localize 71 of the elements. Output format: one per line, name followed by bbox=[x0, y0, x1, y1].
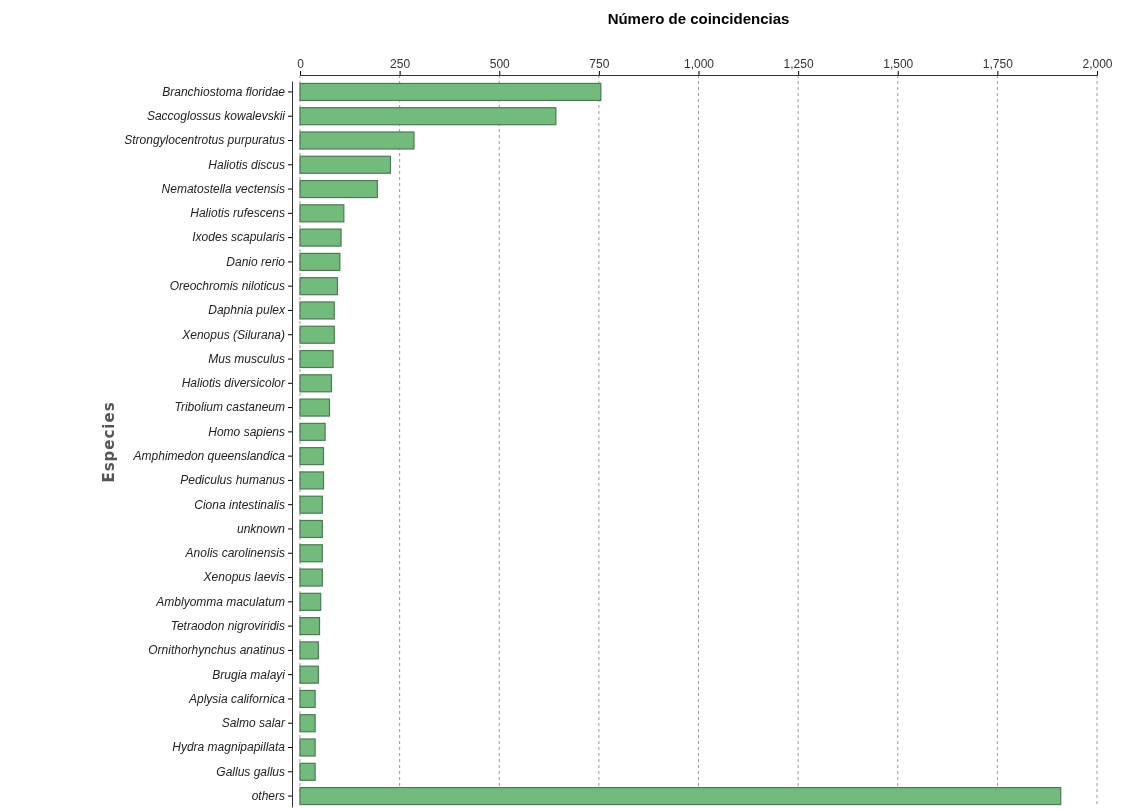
y-tick-label: Mus musculus bbox=[208, 351, 285, 366]
bar bbox=[299, 107, 557, 126]
y-tick-label: Ciona intestinalis bbox=[194, 497, 285, 512]
x-tick-label: 0 bbox=[297, 57, 305, 71]
y-tick-label: Strongylocentrotus purpuratus bbox=[124, 133, 285, 148]
y-axis-title: Especies bbox=[100, 401, 119, 483]
y-tick-label: Aplysia californica bbox=[187, 691, 286, 706]
x-axis-title: Número de coincidencias bbox=[607, 10, 790, 27]
x-tick-label: 500 bbox=[489, 57, 511, 71]
x-tick-label: 1,750 bbox=[982, 57, 1014, 71]
x-tick-label: 250 bbox=[390, 57, 411, 71]
y-tick-label: Tribolium castaneum bbox=[174, 400, 285, 415]
y-tick-label: Hydra magnipapillata bbox=[172, 740, 286, 755]
bar bbox=[299, 398, 331, 417]
bar bbox=[299, 349, 334, 369]
y-tick-label: Oreochromis niloticus bbox=[169, 279, 285, 294]
y-tick-label: Pediculus humanus bbox=[180, 473, 285, 488]
y-tick-label: Branchiostoma floridae bbox=[162, 84, 286, 99]
y-tick-label: Daphnia pulex bbox=[208, 303, 286, 318]
y-tick-label: Anolis carolinensis bbox=[184, 546, 285, 561]
x-tick-label: 1,250 bbox=[783, 57, 814, 71]
bar bbox=[299, 641, 319, 660]
bar bbox=[299, 568, 323, 587]
bar bbox=[299, 495, 323, 514]
bar bbox=[299, 689, 316, 709]
y-tick-label: Amblyomma maculatum bbox=[155, 594, 285, 609]
y-tick-label: Haliotis rufescens bbox=[190, 206, 285, 221]
y-tick-label: Ixodes scapularis bbox=[192, 230, 285, 245]
y-tick-label: Haliotis discus bbox=[208, 157, 285, 172]
bar bbox=[299, 252, 341, 271]
bar bbox=[299, 471, 325, 490]
bar bbox=[299, 714, 316, 733]
x-tick-label: 1,000 bbox=[683, 57, 715, 71]
y-tick-label: unknown bbox=[236, 521, 286, 536]
bar bbox=[299, 179, 378, 199]
bar bbox=[299, 131, 415, 150]
bar bbox=[299, 82, 602, 102]
y-tick-label: Danio rerio bbox=[226, 254, 286, 269]
bar bbox=[299, 204, 345, 223]
y-tick-label: Brugia malayi bbox=[212, 667, 286, 682]
y-tick-label: others bbox=[251, 788, 285, 803]
y-tick-label: Gallus gallus bbox=[216, 764, 285, 779]
bar bbox=[299, 519, 323, 539]
bar bbox=[299, 592, 322, 611]
y-tick-label: Xenopus (Silurana) bbox=[181, 327, 285, 342]
y-tick-label: Amphimedon queenslandica bbox=[132, 448, 286, 463]
y-tick-label: Homo sapiens bbox=[208, 424, 285, 439]
x-tick-label: 2,000 bbox=[1082, 57, 1113, 71]
x-tick-label: 750 bbox=[589, 57, 610, 71]
y-tick-label: Salmo salar bbox=[221, 716, 286, 731]
bar bbox=[299, 447, 325, 466]
bar bbox=[299, 422, 326, 441]
bar bbox=[299, 665, 319, 684]
y-tick-label: Haliotis diversicolor bbox=[181, 376, 286, 391]
bar bbox=[299, 277, 339, 296]
y-tick-label: Nematostella vectensis bbox=[161, 181, 285, 196]
y-tick-label: Ornithorhynchus anatinus bbox=[148, 643, 285, 658]
bar bbox=[299, 738, 316, 757]
bar bbox=[299, 544, 323, 563]
x-tick-label: 1,500 bbox=[883, 57, 914, 71]
bar bbox=[299, 301, 335, 320]
bar bbox=[299, 617, 321, 636]
bar bbox=[299, 762, 316, 781]
bar bbox=[299, 228, 342, 247]
bar bbox=[299, 325, 335, 344]
y-tick-label: Saccoglossus kowalevskii bbox=[146, 109, 286, 124]
bar bbox=[299, 155, 392, 174]
bar bbox=[299, 374, 333, 393]
y-tick-label: Tetraodon nigroviridis bbox=[170, 618, 285, 633]
y-tick-label: Xenopus laevis bbox=[202, 570, 285, 585]
bar bbox=[299, 786, 1062, 806]
